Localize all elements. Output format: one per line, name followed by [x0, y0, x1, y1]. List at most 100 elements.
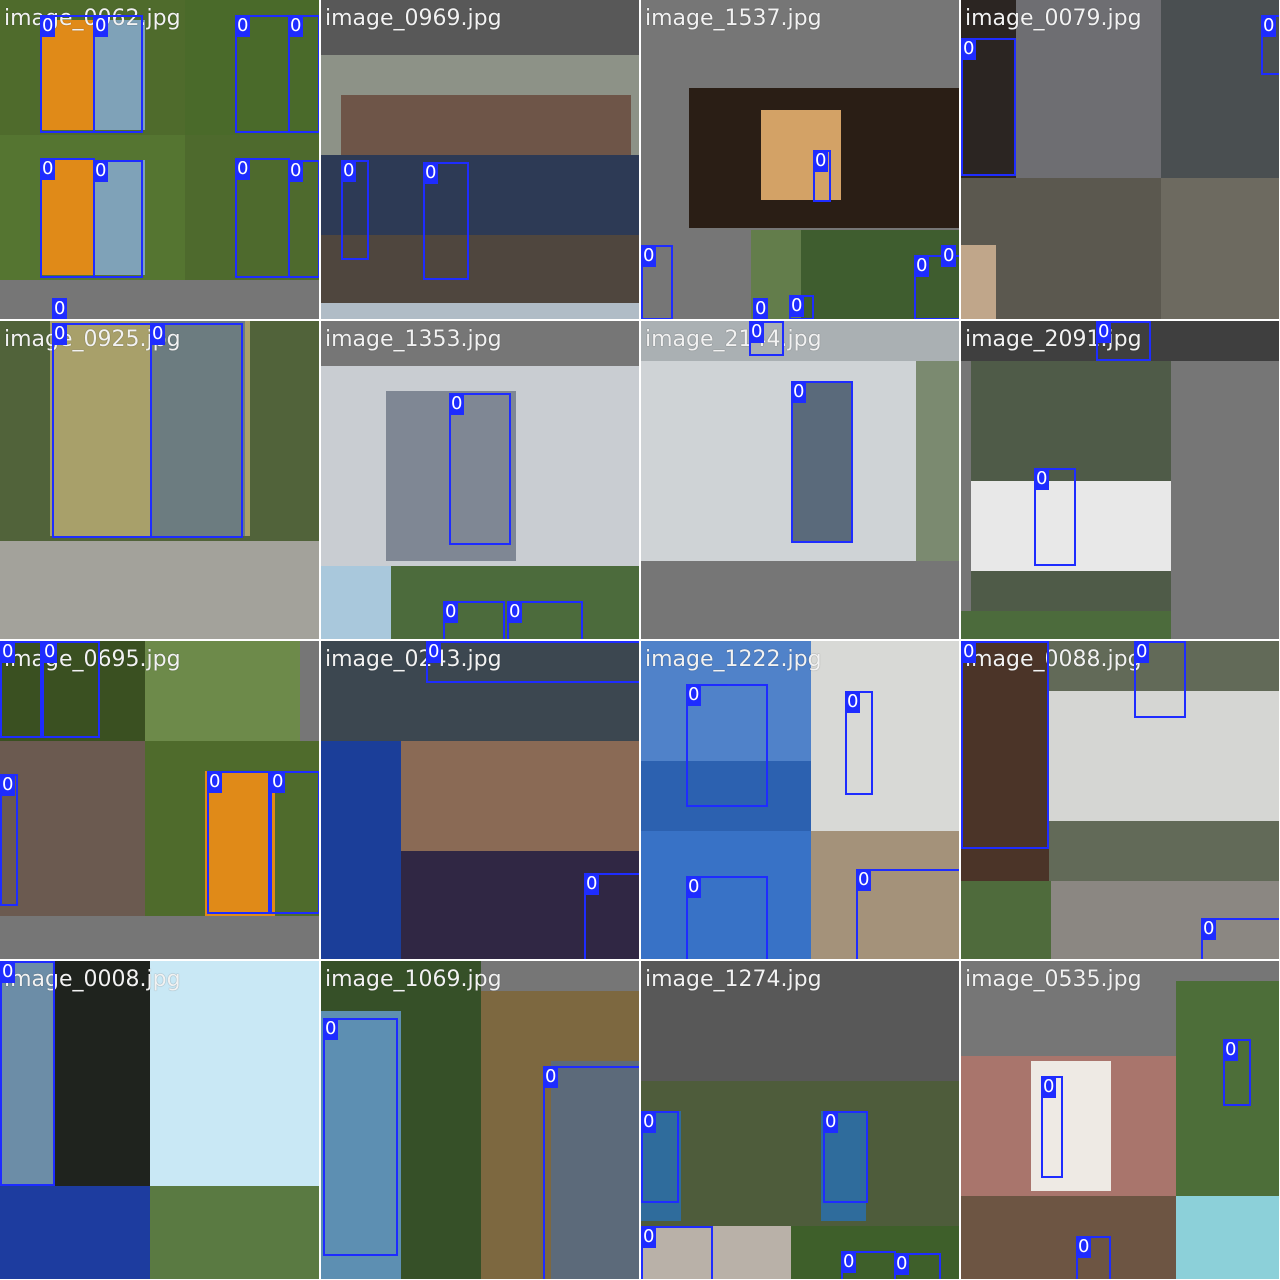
detection-class-label: 0 [961, 38, 977, 60]
detection-box [641, 245, 673, 319]
image-region [0, 641, 145, 741]
detection-box [426, 641, 639, 683]
tile-caption: image_0008.jpg [4, 967, 181, 992]
detection-class-label: 0 [40, 15, 56, 37]
tile-image-0088: image_0088.jpg 0 0 0 [961, 641, 1279, 959]
detection-class-label: 0 [341, 160, 357, 182]
tile-image-0008: image_0008.jpg 0 [0, 961, 319, 1279]
detection-class-label: 0 [1096, 321, 1112, 343]
detection-class-label: 0 [894, 1253, 910, 1275]
tile-image-1222: image_1222.jpg 0 0 0 0 [641, 641, 959, 959]
tile-image-1274: image_1274.jpg 0 0 0 0 0 [641, 961, 959, 1279]
detection-class-label: 0 [150, 323, 166, 345]
detection-box [823, 1111, 868, 1203]
detection-class-label: 0 [42, 641, 58, 663]
tile-image-2091: image_2091.jpg 0 0 [961, 321, 1279, 639]
image-region [971, 481, 1171, 571]
detection-class-label: 0 [749, 321, 765, 343]
image-region [811, 831, 959, 959]
detection-class-label: 0 [1076, 1236, 1092, 1258]
image-region [1171, 361, 1279, 639]
detection-box [93, 15, 143, 133]
image-region [641, 321, 959, 361]
detection-box [686, 876, 768, 959]
image-region [150, 961, 319, 1186]
detection-class-label: 0 [40, 158, 56, 180]
image-region [961, 881, 1051, 959]
detection-class-label: 0 [235, 158, 251, 180]
detection-box [288, 15, 319, 133]
detection-class-label: 0 [52, 323, 68, 345]
detection-box [423, 162, 469, 280]
image-region [321, 741, 401, 959]
detection-class-label: 0 [641, 1111, 657, 1133]
detection-box [584, 873, 639, 959]
image-region [641, 641, 811, 761]
tile-image-1069: image_1069.jpg 0 0 [321, 961, 639, 1279]
detection-class-label: 0 [961, 641, 977, 663]
detection-class-label: 0 [270, 771, 286, 793]
image-region [1176, 1196, 1279, 1279]
image-region [341, 95, 631, 155]
image-region [641, 561, 959, 639]
detection-box [961, 38, 1016, 176]
detection-class-label: 0 [0, 961, 16, 983]
detection-class-label: 0 [0, 774, 16, 796]
detection-class-label: 0 [93, 15, 109, 37]
detection-box [52, 323, 152, 538]
image-region [1176, 981, 1279, 1196]
image-region [321, 235, 639, 303]
detection-class-label: 0 [235, 15, 251, 37]
detection-class-label: 0 [813, 150, 829, 172]
detection-class-label: 0 [323, 1018, 339, 1040]
tile-image-1537: image_1537.jpg 0 0 0 0 0 0 [641, 0, 959, 319]
tile-caption: image_0079.jpg [965, 6, 1142, 31]
detection-box [270, 771, 319, 914]
tile-image-0969: image_0969.jpg 0 0 [321, 0, 639, 319]
image-region [0, 541, 319, 639]
detection-box [1134, 641, 1186, 718]
image-region [150, 321, 245, 536]
detection-class-label: 0 [443, 601, 459, 623]
image-region [321, 566, 391, 639]
detection-class-label: 0 [423, 162, 439, 184]
detection-class-label: 0 [791, 381, 807, 403]
image-region [1049, 691, 1279, 821]
detection-class-label: 0 [686, 876, 702, 898]
detection-box [449, 393, 511, 545]
detection-box [288, 160, 319, 278]
detection-class-label: 0 [941, 245, 957, 267]
image-region [0, 741, 145, 916]
image-region [55, 961, 150, 1186]
tile-caption: image_2091.jpg [965, 327, 1142, 352]
tile-image-0079: image_0079.jpg 0 0 [961, 0, 1279, 319]
image-region [551, 1061, 639, 1279]
tile-caption: image_0969.jpg [325, 6, 502, 31]
tile-caption: image_1353.jpg [325, 327, 502, 352]
detection-class-label: 0 [1034, 468, 1050, 490]
image-region [386, 391, 516, 561]
detection-box [0, 641, 42, 738]
detection-box [791, 381, 853, 543]
detection-box [961, 641, 1049, 849]
tile-caption: image_0535.jpg [965, 967, 1142, 992]
detection-box [0, 961, 55, 1186]
detection-box [150, 323, 243, 538]
detection-class-label: 0 [1201, 918, 1217, 940]
tile-image-0062: image_0062.jpg000000000 [0, 0, 319, 319]
image-region [961, 0, 1016, 178]
detection-class-label: 0 [1134, 641, 1150, 663]
detection-class-label: 0 [507, 601, 523, 623]
image-region [641, 831, 811, 959]
detection-class-label: 0 [449, 393, 465, 415]
tile-image-0243: image_0243.jpg 0 0 [321, 641, 639, 959]
detection-box [207, 771, 270, 914]
detection-box [686, 684, 768, 807]
tile-caption: image_0062.jpg [4, 4, 181, 34]
image-region [321, 0, 639, 55]
detection-class-label: 0 [207, 771, 223, 793]
image-region [961, 641, 1049, 881]
detection-box [323, 1018, 398, 1256]
image-region [321, 1011, 401, 1279]
